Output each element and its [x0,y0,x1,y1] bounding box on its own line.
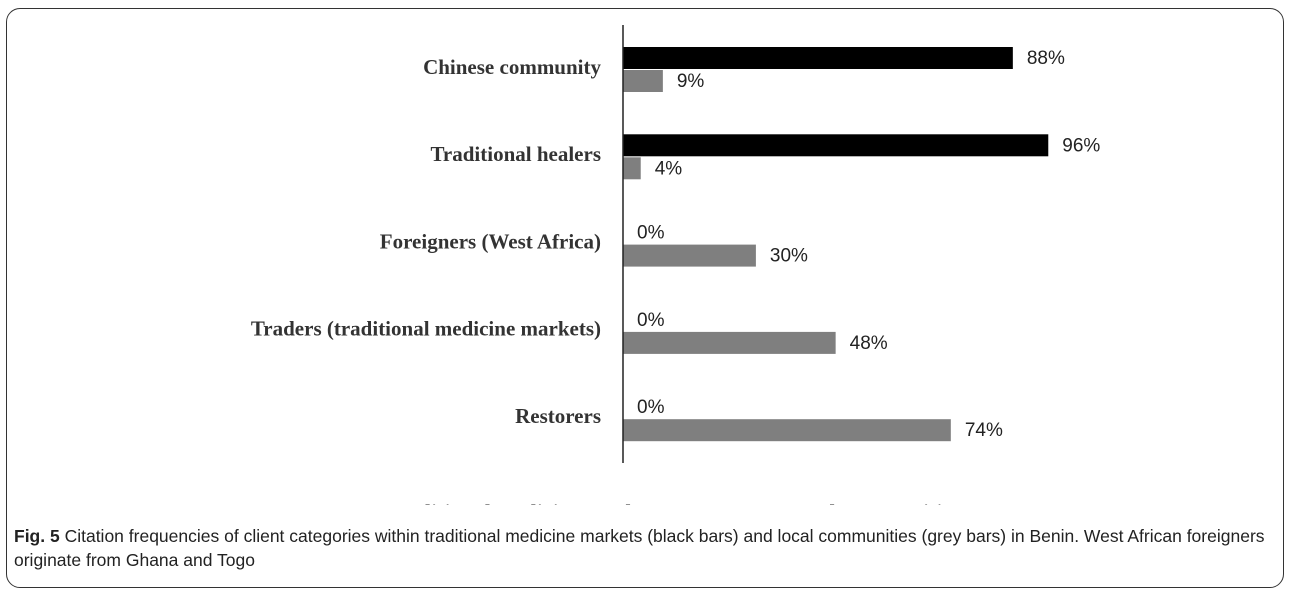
legend-label: Traditional medicine markets [385,500,664,505]
caption-text: Citation frequencies of client categorie… [14,526,1265,570]
value-label: 9% [677,71,705,92]
category-label: Restorers [515,404,601,428]
bar [623,244,756,267]
bar [623,331,836,354]
caption-label: Fig. 5 [14,526,60,546]
caption: Fig. 5 Citation frequencies of client ca… [14,524,1276,572]
value-label: 0% [637,310,665,331]
value-label: 48% [850,333,888,354]
value-label: 4% [655,158,683,179]
value-label: 96% [1062,135,1100,156]
value-label: 74% [965,420,1003,441]
bar [623,47,1013,69]
category-label: Chinese community [423,55,601,79]
value-label: 0% [637,223,665,244]
value-label: 88% [1027,48,1065,69]
bar [623,70,663,92]
chart: Chinese community 88% 9% Traditional healer… [251,25,1100,505]
bar [623,419,951,442]
bar [623,134,1049,157]
category-label: Foreigners (West Africa) [380,229,601,253]
bar [623,157,641,180]
category-label: Traders (traditional medicine markets) [251,317,601,341]
category-label: Traditional healers [430,142,601,166]
value-label: 30% [770,246,808,267]
frame [6,8,1284,588]
value-label: 0% [637,397,665,418]
legend-label: Local communities [783,500,961,505]
